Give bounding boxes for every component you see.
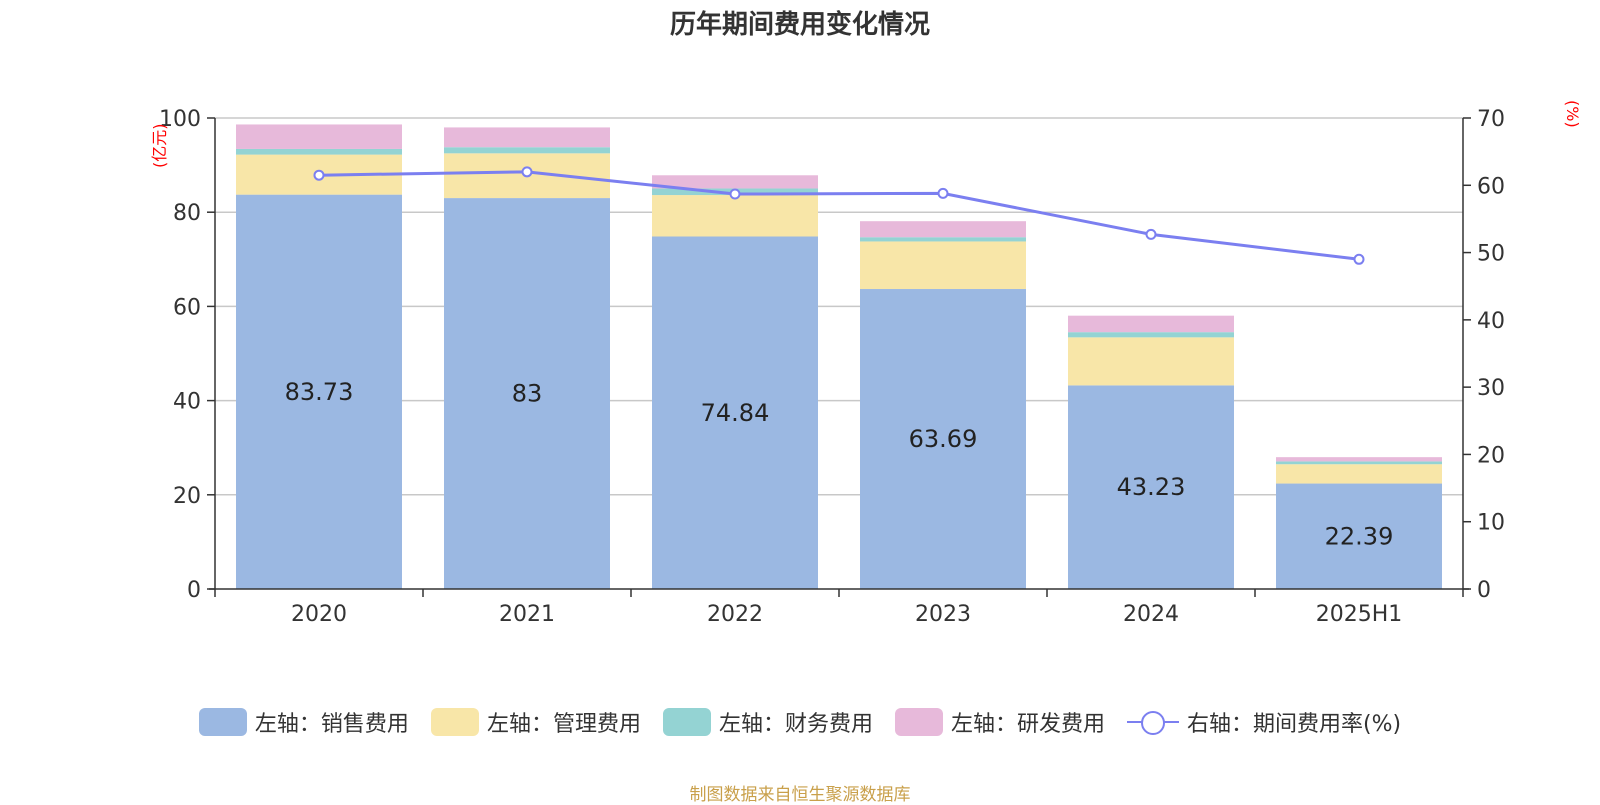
x-tick-label: 2025H1 (1316, 602, 1403, 627)
legend-item-rate[interactable]: 右轴：期间费用率(%) (1126, 706, 1402, 738)
legend-line-icon (1126, 708, 1179, 736)
left-axis-unit: (亿元) (150, 123, 169, 169)
left-tick-label: 100 (159, 107, 201, 132)
x-tick-label: 2023 (915, 602, 971, 627)
bar-label-2020: 83.73 (285, 378, 354, 406)
left-tick-label: 20 (173, 484, 201, 509)
x-tick-label: 2021 (499, 602, 555, 627)
bar-rd-2025H1 (1276, 457, 1442, 462)
x-tick-label: 2020 (291, 602, 347, 627)
rate-point-2024 (1145, 228, 1157, 240)
legend-label-finance: 左轴：财务费用 (718, 712, 873, 737)
right-tick-label: 30 (1477, 376, 1505, 401)
bar-sales-2021 (444, 198, 610, 589)
right-tick-label: 40 (1477, 309, 1505, 334)
rate-point-2023 (937, 187, 949, 199)
legend-item-admin[interactable]: 左轴：管理费用 (430, 706, 641, 738)
left-tick-label: 40 (173, 390, 201, 415)
rate-point-2020 (313, 169, 325, 181)
legend-label-rd: 左轴：研发费用 (950, 712, 1105, 737)
bar-labels: 83.73 83 74.84 63.69 43.23 22.39 (285, 378, 1394, 550)
bar-label-2025H1: 22.39 (1325, 522, 1394, 550)
legend-swatch-finance (662, 708, 711, 736)
bar-label-2022: 74.84 (701, 399, 770, 427)
legend-label-rate: 右轴：期间费用率(%) (1186, 712, 1402, 737)
right-tick-label: 10 (1477, 511, 1505, 536)
bar-admin-2022 (652, 195, 818, 237)
legend-item-sales[interactable]: 左轴：销售费用 (198, 706, 409, 738)
bar-finance-2021 (444, 147, 610, 154)
right-tick-label: 20 (1477, 443, 1505, 468)
grid-lines (215, 117, 1463, 496)
legend-swatch-admin (430, 708, 479, 736)
x-tick-label: 2024 (1123, 602, 1179, 627)
bar-sales-2020 (236, 194, 402, 589)
rate-point-2021 (521, 166, 533, 178)
right-axis-unit: (%) (1563, 100, 1582, 128)
bar-rd-2021 (444, 127, 610, 148)
bar-finance-2020 (236, 148, 402, 155)
left-tick-label: 80 (173, 201, 201, 226)
x-tick-label: 2022 (707, 602, 763, 627)
bar-sales-2024 (1068, 385, 1234, 589)
right-tick-label: 60 (1477, 174, 1505, 199)
legend-label-admin: 左轴：管理费用 (486, 712, 641, 737)
bar-admin-2023 (860, 241, 1026, 290)
bar-label-2024: 43.23 (1117, 473, 1186, 501)
right-tick-label: 0 (1477, 578, 1491, 603)
rate-point-2025H1 (1353, 253, 1365, 265)
bar-rd-2020 (236, 124, 402, 149)
bar-sales-2025H1 (1276, 483, 1442, 589)
rate-point-2022 (729, 188, 741, 200)
bar-sales-2023 (860, 289, 1026, 589)
bar-finance-2025H1 (1276, 461, 1442, 465)
axes: 0 20 40 60 80 100 0 10 20 30 40 50 60 70 2020 2021 2022 2… (159, 107, 1505, 627)
rate-line-series (313, 166, 1365, 265)
right-tick-label: 50 (1477, 242, 1505, 267)
bar-label-2021: 83 (512, 380, 543, 408)
bar-rd-2022 (652, 175, 818, 189)
legend: 左轴：销售费用 左轴：管理费用 左轴：财务费用 左轴：研发费用 右轴：期间费用率… (0, 706, 1600, 738)
data-source-note: 制图数据来自恒生聚源数据库 (689, 785, 911, 805)
rate-line (318, 170, 1360, 261)
bar-sales-2022 (652, 236, 818, 589)
legend-label-sales: 左轴：销售费用 (254, 712, 409, 737)
right-tick-label: 70 (1477, 107, 1505, 132)
left-tick-label: 0 (187, 578, 201, 603)
bar-label-2023: 63.69 (909, 425, 978, 453)
legend-item-rd[interactable]: 左轴：研发费用 (894, 706, 1105, 738)
bar-rd-2023 (860, 221, 1026, 238)
bar-finance-2023 (860, 237, 1026, 242)
left-tick-label: 60 (173, 295, 201, 320)
legend-swatch-rd (894, 708, 943, 736)
bar-rd-2024 (1068, 315, 1234, 333)
bar-admin-2024 (1068, 337, 1234, 386)
bar-finance-2024 (1068, 332, 1234, 338)
legend-swatch-sales (198, 708, 247, 736)
bar-series (236, 124, 1442, 589)
legend-item-finance[interactable]: 左轴：财务费用 (662, 706, 873, 738)
chart-title: 历年期间费用变化情况 (669, 10, 930, 40)
bar-admin-2025H1 (1276, 464, 1442, 484)
